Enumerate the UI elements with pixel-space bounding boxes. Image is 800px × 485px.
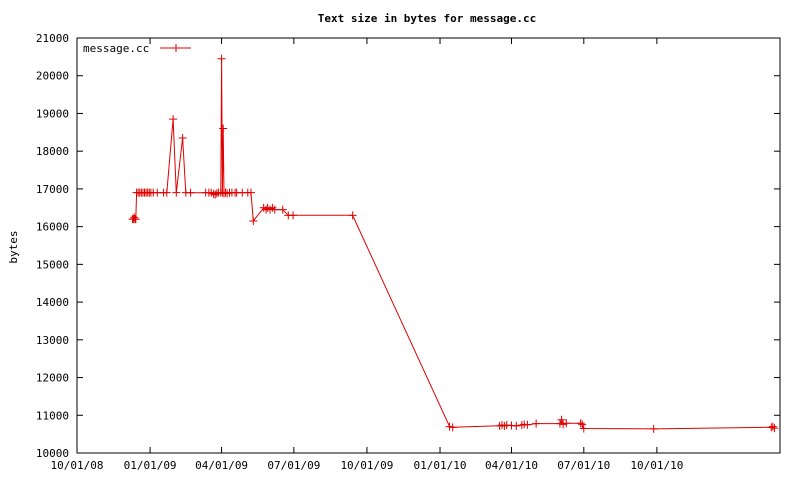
y-tick-label: 18000: [36, 145, 69, 158]
data-point: [578, 420, 587, 429]
y-tick-label: 16000: [36, 221, 69, 234]
data-point: [172, 188, 181, 197]
legend-marker: [172, 44, 180, 52]
x-axis: 10/01/08 01/01/09 04/01/09 07/01/09 10/01/09…: [51, 38, 683, 472]
y-tick-label: 21000: [36, 32, 69, 45]
x-tick-label: 04/01/09: [195, 459, 248, 472]
data-point: [532, 419, 541, 428]
x-tick-label: 10/01/09: [340, 459, 393, 472]
series-layer: [128, 54, 779, 433]
data-point: [448, 423, 457, 432]
data-point: [649, 424, 658, 433]
data-point: [131, 215, 140, 224]
data-point: [523, 420, 532, 429]
data-point: [579, 424, 588, 433]
data-point: [249, 216, 258, 225]
data-point: [562, 419, 571, 428]
x-tick-label: 07/01/10: [557, 459, 610, 472]
data-point: [217, 54, 226, 63]
data-point: [130, 213, 139, 222]
legend-label: message.cc: [83, 42, 149, 55]
data-point: [768, 422, 777, 431]
data-point: [246, 188, 255, 197]
x-tick-label: 04/01/10: [485, 459, 538, 472]
y-tick-label: 13000: [36, 334, 69, 347]
y-tick-label: 15000: [36, 258, 69, 271]
data-point: [162, 188, 171, 197]
x-tick-label: 10/01/10: [630, 459, 683, 472]
chart-title: Text size in bytes for message.cc: [318, 12, 537, 25]
data-point: [169, 115, 178, 124]
data-point: [289, 211, 298, 220]
data-point: [278, 205, 287, 214]
data-point: [219, 124, 228, 133]
x-tick-label: 10/01/08: [51, 459, 104, 472]
data-point: [348, 211, 357, 220]
data-point: [767, 423, 776, 432]
data-point: [211, 190, 220, 199]
y-tick-label: 12000: [36, 372, 69, 385]
data-point: [576, 419, 585, 428]
y-tick-label: 20000: [36, 70, 69, 83]
data-point: [445, 422, 454, 431]
y-tick-label: 17000: [36, 183, 69, 196]
x-tick-label: 01/01/09: [124, 459, 177, 472]
y-tick-label: 10000: [36, 447, 69, 460]
data-point: [186, 188, 195, 197]
data-point: [212, 189, 221, 198]
data-point: [770, 424, 779, 433]
data-point: [557, 415, 566, 424]
y-tick-label: 11000: [36, 409, 69, 422]
y-tick-label: 14000: [36, 296, 69, 309]
data-point: [559, 420, 568, 429]
data-point: [512, 421, 521, 430]
legend: message.cc: [83, 42, 191, 55]
x-tick-label: 01/01/10: [414, 459, 467, 472]
y-tick-label: 19000: [36, 107, 69, 120]
data-point: [178, 133, 187, 142]
y-axis-label: bytes: [7, 230, 20, 263]
y-axis: 10000 11000 12000 13000 14000 15000 16000 17000…: [36, 32, 780, 460]
plot-frame: [76, 37, 781, 454]
series-line: [132, 58, 775, 430]
data-point: [270, 205, 279, 214]
x-tick-label: 07/01/09: [267, 459, 320, 472]
